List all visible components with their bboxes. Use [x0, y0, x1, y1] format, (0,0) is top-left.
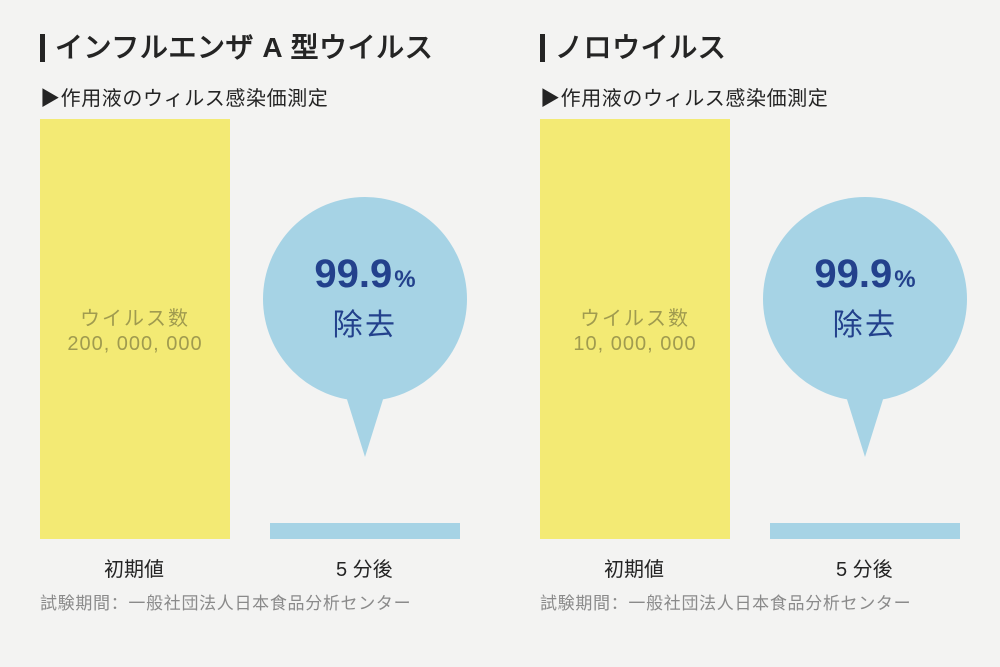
panel-norovirus: ノロウイルス ▶作用液のウィルス感染価測定 ウイルス数 10, 000, 000…: [500, 0, 1000, 667]
bar-after: [270, 523, 460, 539]
percent-unit: %: [894, 268, 915, 292]
removal-bubble: 99.9 % 除去: [263, 197, 467, 497]
footnote: 試験期間：一般社団法人日本食品分析センター: [540, 589, 980, 614]
bubble-circle: 99.9 % 除去: [763, 197, 967, 401]
bar-initial: ウイルス数 200, 000, 000: [40, 119, 230, 539]
percent-unit: %: [394, 268, 415, 292]
axis-label-after: 5 分後: [336, 553, 393, 582]
axis-label-initial: 初期値: [604, 553, 664, 582]
panel-title: ノロウイルス: [540, 34, 980, 62]
virus-count-value: 10, 000, 000: [573, 333, 696, 356]
percent-value: 99.9: [814, 254, 892, 294]
percent-value: 99.9: [314, 254, 392, 294]
panel-subtitle: ▶作用液のウィルス感染価測定: [40, 82, 480, 111]
bar-initial: ウイルス数 10, 000, 000: [540, 119, 730, 539]
bubble-tail-icon: [845, 393, 885, 457]
panel-influenza: インフルエンザ A 型ウイルス ▶作用液のウィルス感染価測定 ウイルス数 200…: [0, 0, 500, 667]
chart-area: ウイルス数 10, 000, 000 99.9 % 除去: [540, 119, 960, 539]
removal-bubble: 99.9 % 除去: [763, 197, 967, 497]
bar-after: [770, 523, 960, 539]
virus-count-label: ウイルス数: [80, 302, 190, 331]
bubble-circle: 99.9 % 除去: [263, 197, 467, 401]
removal-word: 除去: [833, 300, 898, 344]
removal-word: 除去: [333, 300, 398, 344]
panel-title: インフルエンザ A 型ウイルス: [40, 34, 480, 62]
chart-area: ウイルス数 200, 000, 000 99.9 % 除去: [40, 119, 460, 539]
virus-count-value: 200, 000, 000: [67, 333, 202, 356]
footnote: 試験期間：一般社団法人日本食品分析センター: [40, 589, 480, 614]
virus-count-label: ウイルス数: [580, 302, 690, 331]
panel-subtitle: ▶作用液のウィルス感染価測定: [540, 82, 980, 111]
removal-percent: 99.9 %: [814, 254, 915, 294]
removal-percent: 99.9 %: [314, 254, 415, 294]
axis-label-initial: 初期値: [104, 553, 164, 582]
chart-container: インフルエンザ A 型ウイルス ▶作用液のウィルス感染価測定 ウイルス数 200…: [0, 0, 1000, 667]
axis-label-after: 5 分後: [836, 553, 893, 582]
bubble-tail-icon: [345, 393, 385, 457]
